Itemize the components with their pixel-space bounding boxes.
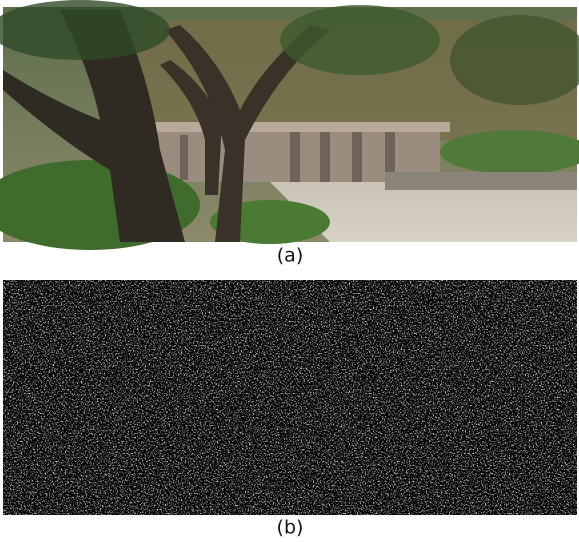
- photo: [0, 0, 579, 250]
- caption: (a): [277, 245, 303, 267]
- edge-map: [3, 280, 577, 515]
- caption: (b): [277, 517, 304, 539]
- figure: (a) (b): [0, 0, 579, 542]
